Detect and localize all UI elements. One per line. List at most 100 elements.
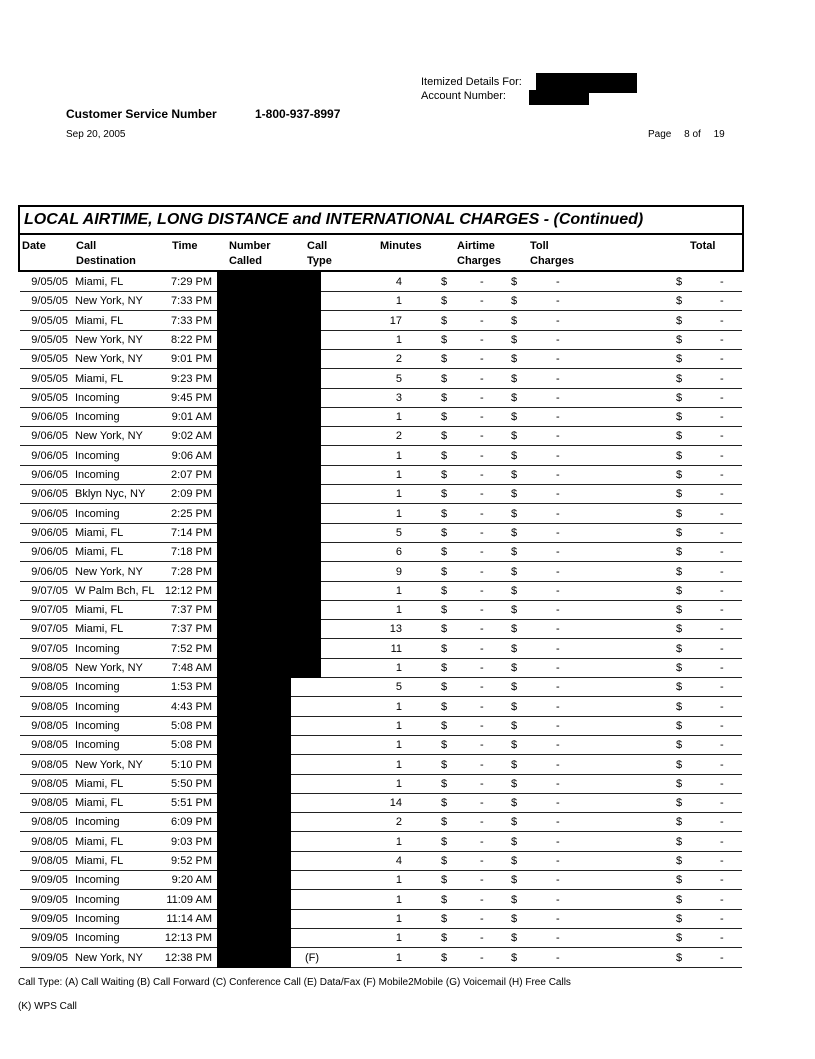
total-value: - xyxy=(720,797,724,810)
redacted-number-called xyxy=(217,600,321,621)
redacted-number-called xyxy=(217,426,321,447)
toll-value: - xyxy=(556,526,560,539)
call-type-legend-continued: (K) WPS Call xyxy=(18,1001,77,1012)
toll-value: - xyxy=(556,584,560,597)
airtime-currency: $ xyxy=(441,642,448,655)
airtime-value: - xyxy=(480,777,484,790)
table-row: 9/06/05 Miami, FL 7:18 PM 6 $ - $ - $ - xyxy=(20,542,742,563)
minutes-cell: 17 xyxy=(389,314,402,327)
total-value: - xyxy=(720,893,724,906)
destination-cell: Incoming xyxy=(75,700,120,713)
toll-currency: $ xyxy=(511,295,518,308)
airtime-value: - xyxy=(480,488,484,501)
toll-value: - xyxy=(556,314,560,327)
column-header-minutes: Minutes xyxy=(380,240,422,252)
destination-cell: Miami, FL xyxy=(75,372,124,385)
toll-currency: $ xyxy=(511,391,518,404)
total-currency: $ xyxy=(676,507,683,520)
total-currency: $ xyxy=(676,912,683,925)
total-currency: $ xyxy=(676,835,683,848)
table-row: 9/05/05 New York, NY 8:22 PM 1 $ - $ - $ - xyxy=(20,330,742,350)
date-cell: 9/05/05 xyxy=(31,295,68,308)
redacted-number-called xyxy=(217,696,291,717)
toll-currency: $ xyxy=(511,758,518,771)
airtime-value: - xyxy=(480,662,484,674)
minutes-cell: 5 xyxy=(395,526,402,539)
time-cell: 7:48 AM xyxy=(171,662,212,674)
table-row: 9/07/05 Incoming 7:52 PM 11 $ - $ - $ - xyxy=(20,639,742,659)
airtime-value: - xyxy=(480,758,484,771)
destination-cell: New York, NY xyxy=(75,565,143,578)
minutes-cell: 1 xyxy=(395,874,402,887)
time-cell: 2:07 PM xyxy=(171,469,212,481)
toll-currency: $ xyxy=(511,333,518,346)
airtime-value: - xyxy=(480,333,484,346)
airtime-value: - xyxy=(480,835,484,848)
total-currency: $ xyxy=(676,372,683,385)
toll-currency: $ xyxy=(511,507,518,520)
minutes-cell: 1 xyxy=(395,411,402,424)
airtime-currency: $ xyxy=(441,835,448,848)
destination-cell: Incoming xyxy=(75,893,120,906)
total-value: - xyxy=(720,855,724,867)
destination-cell: Incoming xyxy=(75,739,120,752)
toll-value: - xyxy=(556,507,560,520)
table-row: 9/09/05 Incoming 11:09 AM 1 $ - $ - $ - xyxy=(20,890,742,910)
redacted-number-called xyxy=(217,522,321,544)
toll-currency: $ xyxy=(511,642,518,655)
toll-value: - xyxy=(556,276,560,288)
airtime-value: - xyxy=(480,469,484,481)
minutes-cell: 1 xyxy=(395,507,402,520)
total-currency: $ xyxy=(676,604,683,617)
redacted-number-called xyxy=(217,793,291,814)
table-row: 9/07/05 Miami, FL 7:37 PM 13 $ - $ - $ - xyxy=(20,619,742,640)
destination-cell: New York, NY xyxy=(75,333,143,346)
airtime-currency: $ xyxy=(441,295,448,308)
total-value: - xyxy=(720,932,724,945)
toll-currency: $ xyxy=(511,565,518,578)
airtime-currency: $ xyxy=(441,932,448,945)
redacted-number-called xyxy=(217,658,321,679)
date-cell: 9/08/05 xyxy=(31,835,68,848)
table-row: 9/08/05 Miami, FL 9:03 PM 1 $ - $ - $ - xyxy=(20,832,742,852)
toll-value: - xyxy=(556,874,560,887)
airtime-currency: $ xyxy=(441,951,448,964)
total-currency: $ xyxy=(676,391,683,404)
toll-currency: $ xyxy=(511,449,518,462)
table-row: 9/05/05 Miami, FL 7:33 PM 17 $ - $ - $ - xyxy=(20,311,742,331)
redacted-number-called xyxy=(217,503,321,524)
destination-cell: Incoming xyxy=(75,912,120,925)
time-cell: 9:01 PM xyxy=(171,353,212,366)
table-row: 9/08/05 Miami, FL 9:52 PM 4 $ - $ - $ - xyxy=(20,851,742,871)
section-title: LOCAL AIRTIME, LONG DISTANCE and INTERNA… xyxy=(24,211,644,228)
toll-value: - xyxy=(556,353,560,366)
airtime-value: - xyxy=(480,430,484,443)
table-row: 9/09/05 Incoming 12:13 PM 1 $ - $ - $ - xyxy=(20,928,742,949)
redacted-number-called xyxy=(217,908,291,930)
toll-currency: $ xyxy=(511,623,518,636)
airtime-value: - xyxy=(480,739,484,752)
minutes-cell: 1 xyxy=(395,739,402,752)
column-header-date: Date xyxy=(22,240,46,252)
redacted-number-called xyxy=(217,561,321,582)
call-type-legend: Call Type: (A) Call Waiting (B) Call For… xyxy=(18,977,571,988)
date-cell: 9/05/05 xyxy=(31,372,68,385)
table-row: 9/08/05 Incoming 5:08 PM 1 $ - $ - $ - xyxy=(20,716,742,736)
date-cell: 9/09/05 xyxy=(31,874,68,887)
column-header-call-type: Call Type xyxy=(307,240,332,267)
toll-currency: $ xyxy=(511,932,518,945)
total-currency: $ xyxy=(676,662,683,674)
total-currency: $ xyxy=(676,584,683,597)
toll-value: - xyxy=(556,642,560,655)
toll-value: - xyxy=(556,835,560,848)
date-cell: 9/07/05 xyxy=(31,623,68,636)
date-cell: 9/08/05 xyxy=(31,758,68,771)
time-cell: 12:12 PM xyxy=(164,584,212,597)
airtime-currency: $ xyxy=(441,372,448,385)
total-value: - xyxy=(720,314,724,327)
date-cell: 9/06/05 xyxy=(31,565,68,578)
date-cell: 9/08/05 xyxy=(31,797,68,810)
toll-value: - xyxy=(556,700,560,713)
time-cell: 9:45 PM xyxy=(171,391,212,404)
airtime-currency: $ xyxy=(441,816,448,829)
